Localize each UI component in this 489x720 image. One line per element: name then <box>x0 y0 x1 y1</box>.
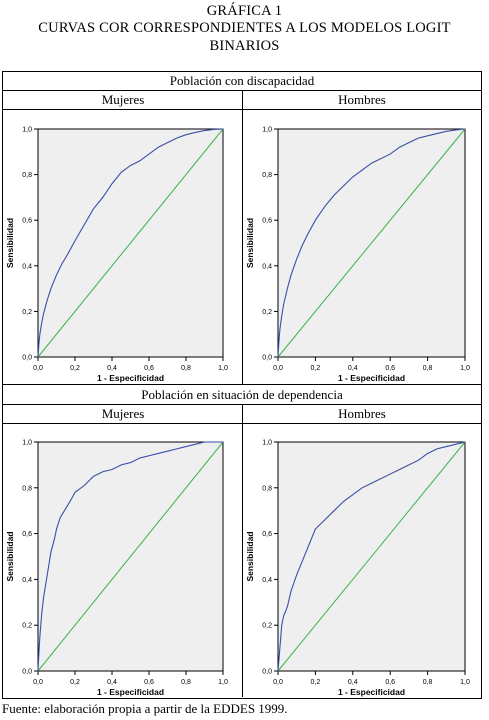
y-tick-label: 0,6 <box>262 531 272 538</box>
divider <box>3 384 481 385</box>
x-tick-label: 0,8 <box>423 365 433 372</box>
y-tick-label: 0,4 <box>262 577 272 584</box>
y-tick-label: 0,4 <box>22 263 32 270</box>
x-tick-label: 0,2 <box>70 679 80 686</box>
y-tick-label: 0,2 <box>262 309 272 316</box>
x-tick-label: 0,0 <box>33 365 43 372</box>
y-tick-label: 1,0 <box>22 127 32 134</box>
y-tick-label: 0,2 <box>22 623 32 630</box>
roc-curve <box>277 128 466 358</box>
divider <box>242 404 243 697</box>
y-tick-label: 0,0 <box>262 355 272 362</box>
y-axis-label: Sensibilidad <box>5 531 15 581</box>
x-axis-label: 1 - Especificidad <box>338 373 405 383</box>
x-tick-label: 0,6 <box>144 365 154 372</box>
y-tick-label: 0,8 <box>262 172 272 179</box>
y-tick-label: 0,8 <box>22 172 32 179</box>
reference-line <box>277 441 466 672</box>
roc-chart-disability-men: 0,0 0,2 0,4 0,6 0,8 1,0 0,0 0,2 0,4 0,6 0,8 1,0 1 - … <box>245 127 470 384</box>
figure-frame: Población con discapacidad Mujeres Hombr… <box>2 71 482 699</box>
y-tick-label: 1,0 <box>262 127 272 134</box>
y-axis-label: Sensibilidad <box>245 218 255 268</box>
y-tick-label: 0,6 <box>262 218 272 225</box>
roc-chart-disability-women: 0,0 0,2 0,4 0,6 0,8 1,0 0,0 0,2 0,4 0,6 0,8 1,0 1 - … <box>5 127 228 384</box>
figure-title-line1: GRÁFICA 1 <box>206 3 283 19</box>
x-tick-label: 0,0 <box>273 365 283 372</box>
y-tick-label: 0,4 <box>262 263 272 270</box>
x-tick-label: 1,0 <box>460 679 470 686</box>
y-tick-label: 0,8 <box>262 485 272 492</box>
x-tick-label: 0,8 <box>181 679 191 686</box>
panel-label-bottom-left: Mujeres <box>101 406 145 421</box>
x-tick-label: 0,8 <box>181 365 191 372</box>
y-tick-label: 0,4 <box>22 577 32 584</box>
panel-label-bottom-right: Hombres <box>338 406 386 421</box>
y-axis-label: Sensibilidad <box>5 218 15 268</box>
x-tick-label: 0,0 <box>273 679 283 686</box>
y-tick-label: 1,0 <box>22 440 32 447</box>
reference-line <box>37 441 224 672</box>
y-tick-label: 0,0 <box>262 669 272 676</box>
x-tick-label: 0,6 <box>144 679 154 686</box>
y-axis-label: Sensibilidad <box>245 531 255 581</box>
y-tick-label: 1,0 <box>262 440 272 447</box>
reference-line <box>277 128 466 358</box>
roc-curve <box>277 441 466 672</box>
roc-chart-dependency-men: 0,0 0,2 0,4 0,6 0,8 1,0 0,0 0,2 0,4 0,6 0,8 1,0 1 - … <box>245 440 470 698</box>
x-tick-label: 0,4 <box>107 365 117 372</box>
x-axis-label: 1 - Especificidad <box>97 687 164 697</box>
x-axis-label: 1 - Especificidad <box>97 373 164 383</box>
source-note: Fuente: elaboración propia a partir de l… <box>2 701 288 716</box>
y-tick-label: 0,2 <box>22 309 32 316</box>
x-tick-label: 1,0 <box>218 679 228 686</box>
panel-top-title: Población con discapacidad <box>169 73 315 88</box>
x-tick-label: 0,8 <box>423 679 433 686</box>
y-tick-label: 0,0 <box>22 355 32 362</box>
x-axis-label: 1 - Especificidad <box>338 687 405 697</box>
x-tick-label: 0,6 <box>385 365 395 372</box>
panel-label-top-left: Mujeres <box>101 92 145 107</box>
roc-chart-dependency-women: 0,0 0,2 0,4 0,6 0,8 1,0 0,0 0,2 0,4 0,6 0,8 1,0 1 - … <box>5 440 228 698</box>
x-tick-label: 0,2 <box>70 365 80 372</box>
y-tick-label: 0,6 <box>22 531 32 538</box>
y-tick-label: 0,8 <box>22 485 32 492</box>
x-tick-label: 0,4 <box>348 365 358 372</box>
panel-bottom-title: Población en situación de dependencia <box>141 387 343 402</box>
divider <box>242 90 243 384</box>
x-tick-label: 1,0 <box>460 365 470 372</box>
x-tick-label: 0,6 <box>385 679 395 686</box>
roc-curve <box>37 441 223 672</box>
y-tick-label: 0,0 <box>22 669 32 676</box>
x-tick-label: 1,0 <box>218 365 228 372</box>
x-tick-label: 0,2 <box>311 365 321 372</box>
x-tick-label: 0,4 <box>348 679 358 686</box>
x-tick-label: 0,2 <box>311 679 321 686</box>
roc-curve <box>37 128 224 358</box>
panel-label-top-right: Hombres <box>338 92 386 107</box>
x-tick-label: 0,4 <box>107 679 117 686</box>
figure-title-line3: BINARIOS <box>209 38 280 54</box>
figure-title-line2: CURVAS COR CORRESPONDIENTES A LOS MODELO… <box>38 20 451 36</box>
y-tick-label: 0,2 <box>262 623 272 630</box>
reference-line <box>37 128 224 358</box>
y-tick-label: 0,6 <box>22 218 32 225</box>
x-tick-label: 0,0 <box>33 679 43 686</box>
